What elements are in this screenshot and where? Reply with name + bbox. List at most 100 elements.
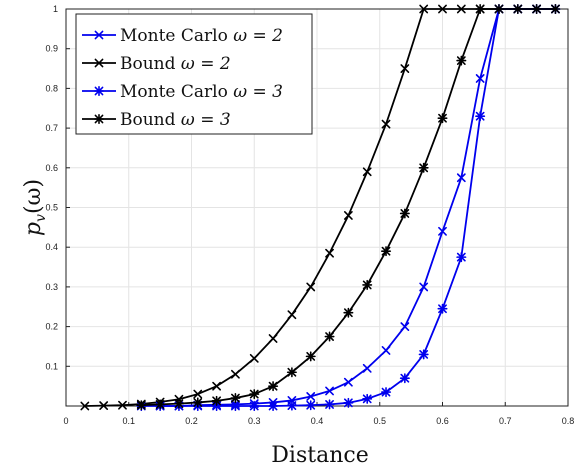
data-point: [249, 353, 259, 363]
y-label-arg: (ω): [21, 179, 46, 214]
data-point: [287, 310, 297, 320]
series-line: [160, 8, 556, 407]
data-point: [212, 381, 221, 391]
data-point: [343, 397, 354, 408]
y-tick-label: 0.6: [45, 163, 58, 173]
x-tick-label: 0.7: [499, 416, 512, 426]
data-point: [193, 389, 203, 399]
data-point: [438, 226, 447, 236]
data-point: [249, 389, 260, 400]
data-point: [456, 173, 466, 183]
data-point: [418, 349, 429, 360]
data-point: [362, 167, 372, 177]
data-point: [418, 162, 429, 173]
data-point: [192, 397, 203, 408]
x-axis-label: Distance: [271, 443, 368, 466]
data-point: [268, 400, 279, 412]
y-axis-label: pv(ω): [21, 179, 49, 236]
y-tick-label: 0.3: [45, 282, 58, 292]
data-point: [305, 400, 316, 411]
legend-item: Bound ω = 2: [82, 54, 231, 74]
legend-series-name: Bound: [120, 110, 181, 130]
data-point: [286, 400, 297, 411]
data-point: [230, 400, 241, 412]
data-point: [230, 393, 241, 404]
data-point: [306, 282, 316, 292]
data-point: [475, 74, 485, 83]
data-point: [343, 307, 354, 318]
data-point: [399, 373, 410, 384]
data-point: [249, 400, 260, 412]
x-tick-label: 0.2: [185, 416, 198, 426]
data-point: [268, 334, 278, 343]
data-point: [324, 331, 335, 342]
data-point: [550, 4, 561, 14]
data-point: [324, 399, 335, 410]
data-point: [362, 279, 373, 290]
data-point: [211, 395, 222, 406]
legend-marker: [94, 58, 104, 68]
y-tick-label: 0.1: [45, 361, 58, 371]
data-point: [325, 248, 334, 258]
legend-label: Monte Carlo ω = 2: [120, 26, 283, 46]
data-point: [173, 398, 184, 409]
legend-item: Monte Carlo ω = 2: [82, 26, 283, 46]
data-point: [381, 387, 392, 398]
legend-item: Monte Carlo ω = 3: [82, 82, 283, 102]
legend-item: Bound ω = 3: [82, 110, 231, 130]
data-point: [80, 401, 90, 411]
x-tick-label: 0.4: [311, 416, 324, 426]
legend-label: Monte Carlo ω = 3: [120, 82, 283, 102]
data-point: [286, 367, 297, 378]
data-point: [456, 4, 466, 14]
x-tick-label: 0.3: [248, 416, 261, 426]
data-point: [306, 392, 316, 401]
data-point: [475, 4, 486, 14]
axis-labels: Distance pv(ω): [21, 179, 369, 466]
data-point: [437, 303, 448, 314]
data-point: [531, 4, 542, 14]
legend-marker: [94, 114, 104, 124]
data-point: [381, 346, 391, 355]
data-point: [343, 211, 353, 220]
legend-marker: [94, 86, 104, 96]
y-tick-label: 0.9: [45, 44, 58, 54]
data-point: [381, 119, 391, 129]
legend-label: Bound ω = 3: [120, 110, 231, 130]
data-point: [99, 401, 109, 411]
legend-omega: ω = 2: [233, 26, 283, 46]
y-label-sub: v: [33, 214, 49, 222]
legend-omega: ω = 3: [181, 110, 231, 130]
data-point: [437, 113, 448, 124]
data-point: [343, 377, 353, 387]
y-tick-label: 1: [53, 4, 58, 14]
data-point: [438, 4, 447, 14]
data-point: [493, 4, 504, 14]
y-label-base: p: [21, 222, 46, 236]
legend-series-name: Monte Carlo: [120, 82, 233, 102]
legend-label: Bound ω = 2: [120, 54, 231, 74]
data-point: [362, 363, 372, 373]
data-point: [381, 246, 392, 257]
legend-series-name: Bound: [120, 54, 181, 74]
x-tick-label: 0.8: [562, 416, 575, 426]
y-tick-label: 0.5: [45, 203, 58, 213]
legend-marker: [94, 30, 104, 40]
legend-series-name: Monte Carlo: [120, 26, 233, 46]
data-point: [362, 393, 373, 404]
y-tick-label: 0.7: [45, 123, 58, 133]
data-point: [231, 369, 240, 379]
data-point: [456, 252, 467, 263]
data-point: [136, 400, 147, 411]
x-tick-label: 0: [63, 416, 68, 426]
y-tick-label: 0.4: [45, 242, 58, 252]
data-point: [456, 55, 467, 66]
data-point: [400, 322, 410, 332]
legend-omega: ω = 3: [233, 82, 283, 102]
legend-box: [75, 13, 313, 135]
data-point: [400, 64, 410, 73]
x-tick-label: 0.6: [436, 416, 449, 426]
x-tick-label: 0.1: [122, 416, 135, 426]
data-point: [155, 399, 166, 410]
